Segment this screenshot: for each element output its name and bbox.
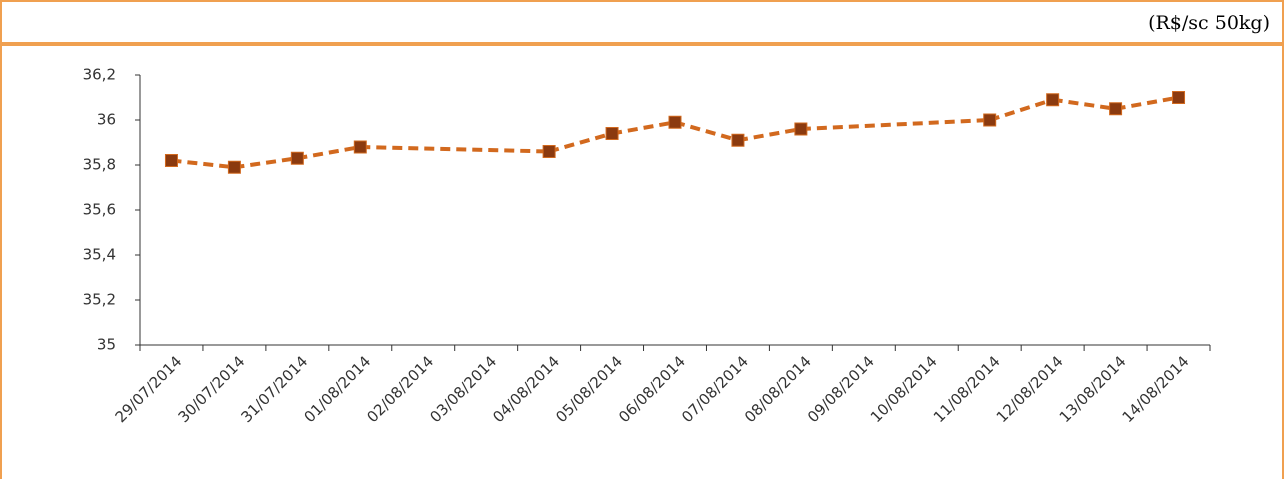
line-segment	[800, 118, 990, 131]
marker	[290, 151, 304, 165]
x-tick-label: 10/08/2014	[867, 352, 941, 426]
y-tick-label: 36	[97, 111, 116, 129]
x-tick-label: 12/08/2014	[993, 352, 1067, 426]
y-tick-label: 35,8	[83, 156, 116, 174]
x-tick-label: 31/07/2014	[237, 352, 311, 426]
x-tick-label: 01/08/2014	[300, 352, 374, 426]
marker	[668, 115, 682, 129]
marker	[794, 122, 808, 136]
y-tick-label: 36,2	[83, 66, 116, 84]
y-tick-label: 35,2	[83, 291, 116, 309]
x-tick-label: 02/08/2014	[363, 352, 437, 426]
line-segment	[1115, 95, 1179, 111]
line-segment	[611, 120, 676, 136]
marker	[1046, 93, 1060, 107]
x-tick-label: 14/08/2014	[1119, 352, 1193, 426]
unit-label: (R$/sc 50kg)	[1148, 12, 1270, 34]
marker	[227, 160, 241, 174]
line-segment	[360, 145, 550, 154]
x-tick-label: 07/08/2014	[678, 352, 752, 426]
line-segment	[171, 158, 235, 170]
line-segment	[548, 131, 613, 154]
marker	[983, 113, 997, 127]
x-tick-label: 03/08/2014	[426, 352, 500, 426]
x-tick-label: 04/08/2014	[489, 352, 563, 426]
marker	[605, 127, 619, 140]
x-tick-label: 08/08/2014	[741, 352, 815, 426]
marker	[164, 154, 178, 167]
line-segment	[737, 127, 802, 143]
marker	[1172, 91, 1186, 104]
marker	[353, 140, 367, 154]
line-segment	[234, 156, 298, 170]
x-tick-label: 13/08/2014	[1056, 352, 1130, 426]
x-tick-label: 30/07/2014	[175, 352, 249, 426]
x-tick-label: 06/08/2014	[615, 352, 689, 426]
y-tick-label: 35	[97, 336, 116, 354]
x-tick-label: 05/08/2014	[552, 352, 626, 426]
line-segment	[297, 145, 361, 161]
line-segment	[674, 120, 739, 143]
x-tick-label: 29/07/2014	[112, 352, 186, 426]
line-segment	[1052, 97, 1116, 111]
x-tick-label: 11/08/2014	[930, 352, 1004, 426]
marker	[731, 133, 745, 147]
y-tick-label: 35,4	[83, 246, 116, 264]
line-segment	[989, 97, 1054, 122]
marker	[542, 145, 556, 158]
marker	[1109, 102, 1123, 116]
x-tick-label: 09/08/2014	[804, 352, 878, 426]
y-tick-label: 35,6	[83, 201, 116, 219]
